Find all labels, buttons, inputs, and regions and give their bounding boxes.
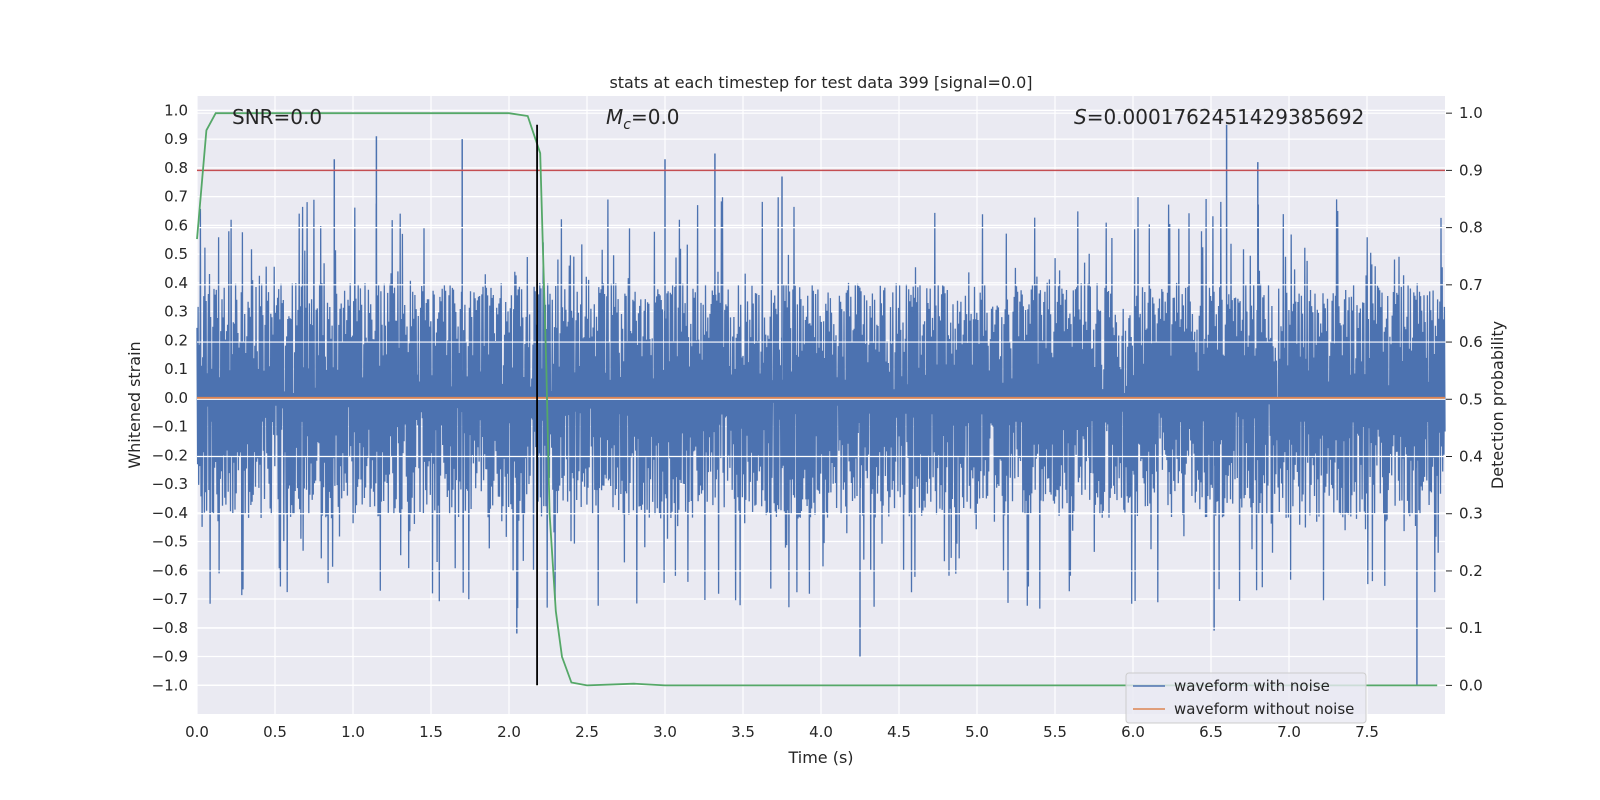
y-tick-label: −0.7 (152, 590, 188, 608)
chirp-mass-subscript: c (623, 117, 631, 133)
snr-annotation: SNR=0.0 (232, 105, 322, 129)
y-tick-label: 0.1 (164, 360, 188, 378)
y-tick-label: −0.9 (152, 648, 188, 666)
s-value: =0.0001762451429385692 (1087, 105, 1365, 129)
y-tick-label: 1.0 (164, 101, 188, 119)
y-axis-label: Whitened strain (125, 341, 144, 468)
y-tick-label: 0.9 (164, 130, 188, 148)
y2-tick-label: 0.9 (1459, 161, 1483, 179)
x-tick-label: 1.5 (419, 723, 443, 741)
y-tick-label: 0.5 (164, 245, 188, 263)
legend-label-without-noise: waveform without noise (1174, 700, 1354, 718)
y-tick-label: −0.8 (152, 619, 188, 637)
legend-box (1125, 672, 1367, 724)
x-tick-label: 3.5 (731, 723, 755, 741)
x-tick-label: 5.0 (965, 723, 989, 741)
x-tick-label: 2.0 (497, 723, 521, 741)
y-tick-label: −0.6 (152, 561, 188, 579)
chirp-mass-value: =0.0 (631, 105, 680, 129)
y-tick-label: 0.3 (164, 303, 188, 321)
y2-tick-label: 0.0 (1459, 676, 1483, 694)
y-tick-label: −0.5 (152, 533, 188, 551)
y-tick-label: 0.8 (164, 159, 188, 177)
y2-tick-label: 0.8 (1459, 219, 1483, 237)
overlays (196, 112, 1445, 687)
waveform-with-noise-series (196, 124, 1446, 686)
y-tick-label: 0.6 (164, 216, 188, 234)
y2-tick-label: 0.2 (1459, 562, 1483, 580)
legend: waveform with noise waveform without noi… (1125, 672, 1367, 724)
y-tick-label: −0.2 (152, 446, 188, 464)
chirp-mass-annotation: Mc=0.0 (606, 105, 680, 133)
x-tick-label: 6.5 (1199, 723, 1223, 741)
axes: −1.0 −0.9 −0.8 −0.7 −0.6 −0.5 −0.4 −0.3 −0.2 −0.1… (152, 101, 1483, 741)
y-tick-label: −0.4 (152, 504, 188, 522)
y2-axis-label: Detection probability (1488, 321, 1507, 489)
legend-label-with-noise: waveform with noise (1174, 677, 1330, 695)
y-tick-label: −0.3 (152, 475, 188, 493)
x-tick-label: 5.5 (1043, 723, 1067, 741)
y2-tick-label: 0.6 (1459, 333, 1483, 351)
x-axis-label: Time (s) (787, 748, 853, 767)
x-tick-label: 4.5 (887, 723, 911, 741)
y2-tick-label: 0.1 (1459, 619, 1483, 637)
s-symbol: S (1074, 105, 1087, 129)
x-tick-label: 0.0 (185, 723, 209, 741)
y2-tick-label: 0.5 (1459, 390, 1483, 408)
x-tick-label: 0.5 (263, 723, 287, 741)
x-tick-label: 7.5 (1355, 723, 1379, 741)
y-tick-label: 0.2 (164, 331, 188, 349)
y2-tick-label: 1.0 (1459, 104, 1483, 122)
y2-tick-label: 0.4 (1459, 448, 1483, 466)
detection-probability-line (196, 112, 1438, 687)
y-tick-label: 0.4 (164, 274, 188, 292)
y-tick-label: −0.1 (152, 418, 188, 436)
chart-title: stats at each timestep for test data 399… (609, 73, 1032, 92)
y-tick-label: −1.0 (152, 676, 188, 694)
y2-tick-label: 0.3 (1459, 505, 1483, 523)
y-tick-label: 0.0 (164, 389, 188, 407)
x-tick-label: 6.0 (1121, 723, 1145, 741)
x-tick-label: 7.0 (1277, 723, 1301, 741)
x-tick-label: 4.0 (809, 723, 833, 741)
x-tick-label: 3.0 (653, 723, 677, 741)
y2-tick-label: 0.7 (1459, 276, 1483, 294)
x-tick-label: 1.0 (341, 723, 365, 741)
x-tick-label: 2.5 (575, 723, 599, 741)
y-tick-label: 0.7 (164, 188, 188, 206)
s-annotation: S=0.0001762451429385692 (1074, 105, 1364, 129)
chirp-mass-symbol: M (606, 105, 623, 129)
